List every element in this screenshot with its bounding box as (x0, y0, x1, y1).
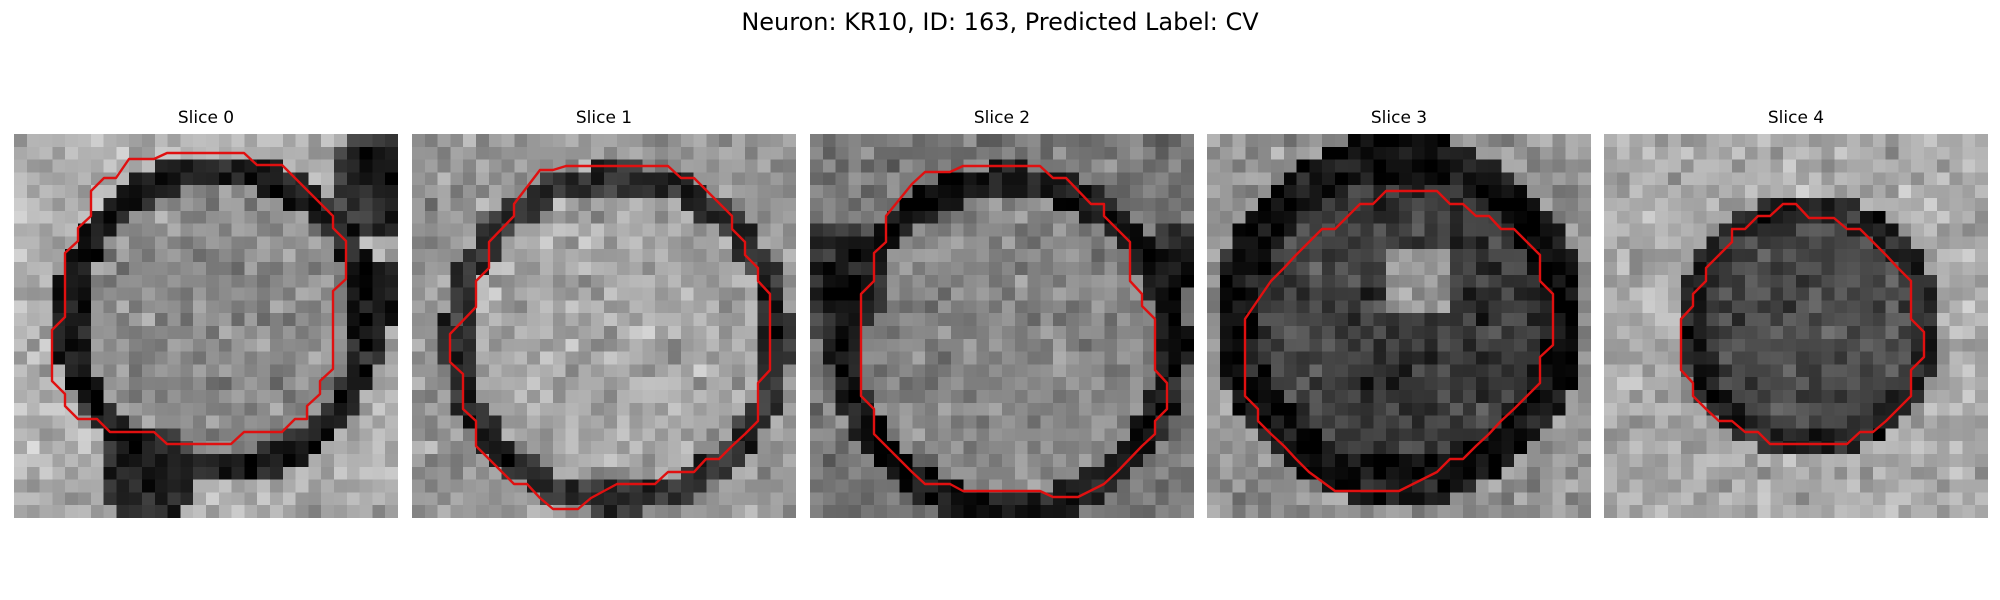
slice-panel-2 (810, 134, 1194, 518)
slice-panel-1 (412, 134, 796, 518)
slice-title-0: Slice 0 (177, 108, 235, 128)
slice-panel-4 (1604, 134, 1988, 518)
slice-image-1 (412, 134, 796, 518)
slice-contour-1 (448, 164, 772, 511)
slice-title-1: Slice 1 (575, 108, 633, 128)
slice-panel-3 (1207, 134, 1591, 518)
slice-contour-4 (1679, 202, 1926, 446)
slice-title-2: Slice 2 (973, 108, 1031, 128)
slice-title-4: Slice 4 (1767, 108, 1825, 128)
slice-title-3: Slice 3 (1370, 108, 1428, 128)
slice-panel-0 (14, 134, 398, 518)
slice-contour-3 (1243, 189, 1555, 493)
figure-title: Neuron: KR10, ID: 163, Predicted Label: … (741, 8, 1259, 36)
slice-image-4 (1604, 134, 1988, 518)
slice-contour-2 (859, 164, 1169, 499)
slice-image-2 (810, 134, 1194, 518)
slice-contour-0 (50, 151, 348, 446)
slice-image-3 (1207, 134, 1591, 518)
